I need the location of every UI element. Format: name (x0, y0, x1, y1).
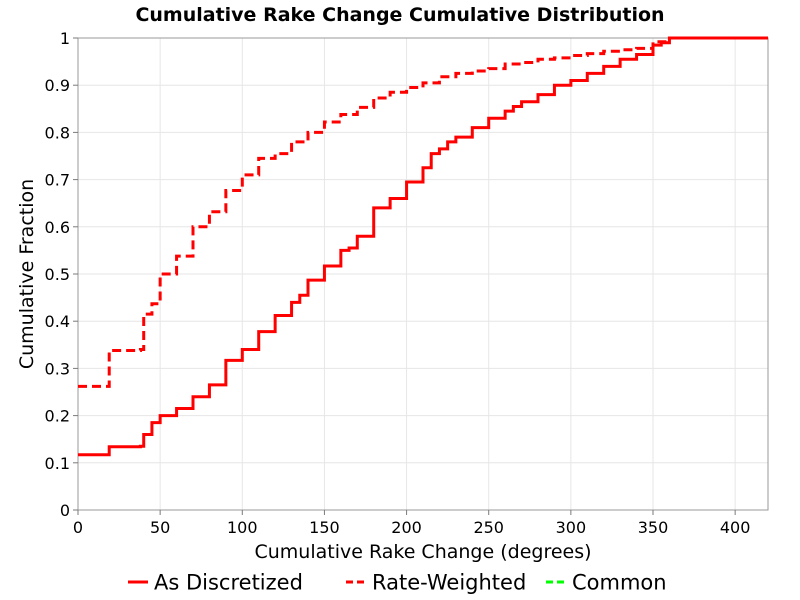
y-tick-label: 0.2 (45, 407, 70, 426)
y-tick-label: 1 (60, 29, 70, 48)
y-tick-label: 0.9 (45, 76, 70, 95)
legend-label-common: Common (572, 571, 667, 595)
chart-title: Cumulative Rake Change Cumulative Distri… (135, 4, 664, 26)
x-axis-label: Cumulative Rake Change (degrees) (254, 541, 591, 563)
y-tick-label: 0.3 (45, 359, 70, 378)
y-tick-label: 0.5 (45, 265, 70, 284)
x-tick-label: 100 (227, 518, 258, 537)
grid (77, 37, 768, 511)
x-tick-label: 150 (309, 518, 340, 537)
legend-label-as-discretized: As Discretized (154, 571, 303, 595)
y-tick-label: 0.1 (45, 454, 70, 473)
y-tick-label: 0 (60, 501, 70, 520)
x-tick-label: 400 (720, 518, 751, 537)
y-tick-label: 0.4 (45, 312, 70, 331)
series-line-as-discretized (78, 36, 768, 457)
y-tick-label: 0.8 (45, 123, 70, 142)
y-tick-label: 0.7 (45, 171, 70, 190)
axis-ticks: 0 50 100 150 200 250 300 350 400 0 0.1 0.2 0.3 0.4 0.5… (45, 29, 751, 537)
x-tick-label: 200 (391, 518, 422, 537)
legend: As Discretized Rate-Weighted Common (128, 571, 667, 595)
x-tick-label: 300 (556, 518, 587, 537)
x-tick-label: 50 (150, 518, 170, 537)
legend-label-rate-weighted: Rate-Weighted (372, 571, 526, 595)
x-tick-label: 250 (473, 518, 504, 537)
y-axis-label: Cumulative Fraction (16, 179, 38, 369)
x-tick-label: 350 (638, 518, 669, 537)
y-tick-label: 0.6 (45, 218, 70, 237)
x-tick-label: 0 (73, 518, 83, 537)
series-line-rate-weighted (78, 36, 768, 388)
series-layer (78, 36, 768, 457)
